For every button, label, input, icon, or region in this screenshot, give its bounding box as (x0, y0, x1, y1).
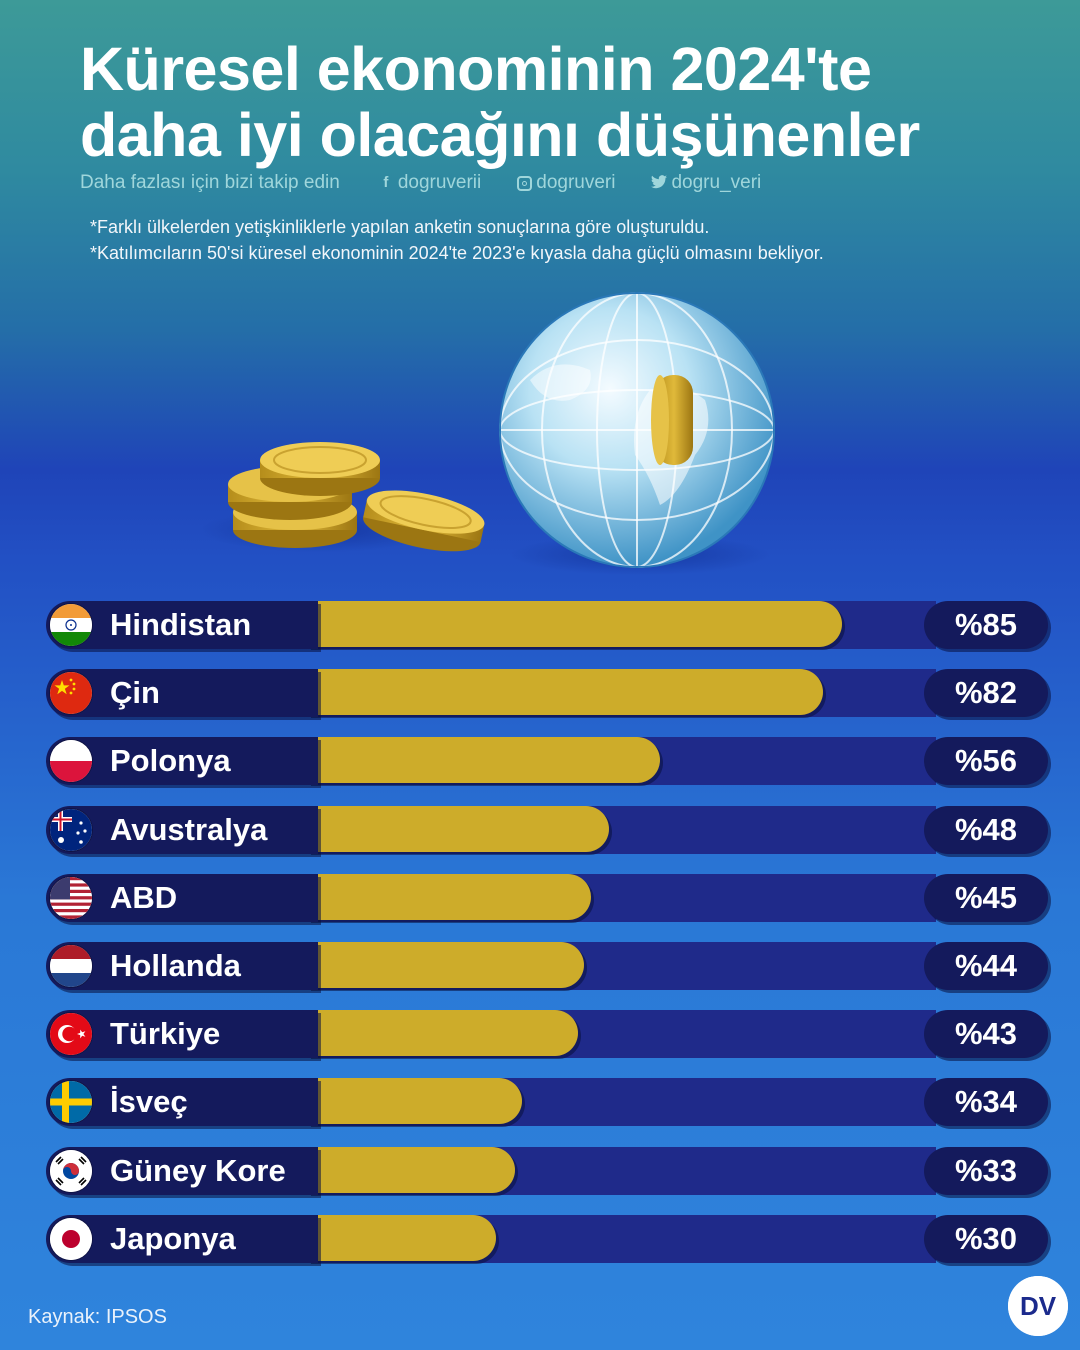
instagram-icon (517, 175, 533, 191)
bar (308, 1010, 579, 1057)
turkey-flag-icon (50, 1013, 92, 1056)
twitter-handle: dogru_veri (671, 172, 762, 193)
title-line-2: daha iyi olacağını düşünenler (80, 101, 920, 169)
bar-row: Hindistan %85 (46, 601, 1050, 649)
bar (308, 873, 591, 920)
bar (308, 1214, 497, 1261)
logo: DV (1008, 1276, 1068, 1336)
bar (308, 1078, 522, 1125)
bar-row: Hollanda %44 (46, 942, 1050, 990)
source-text: Kaynak: IPSOS (28, 1306, 167, 1328)
value-label: %45 (924, 873, 1048, 922)
bar-row: Güney Kore %33 (46, 1146, 1050, 1195)
category-label: Hollanda (46, 942, 318, 990)
value-label: %43 (924, 1010, 1048, 1059)
bar (308, 601, 842, 647)
globe-coins-illustration (200, 290, 800, 590)
facebook-handle: dogruverii (397, 172, 482, 193)
category-label: Japonya (46, 1214, 318, 1263)
bar-row: Çin %82 (46, 669, 1050, 718)
bar-row: İsveç %34 (46, 1078, 1050, 1127)
value-label: %56 (924, 737, 1048, 786)
value-label: %48 (924, 805, 1048, 854)
note-2: *Katılımcıların 50'si küresel ekonominin… (90, 243, 824, 263)
category-name: Güney Kore (110, 1152, 286, 1188)
social-bar: Daha fazlası için bizi takip edin f dogr… (80, 172, 797, 194)
facebook-link[interactable]: f dogruverii (378, 172, 481, 194)
china-flag-icon (50, 672, 92, 715)
category-label: Çin (46, 669, 318, 718)
category-name: İsveç (110, 1084, 188, 1120)
follow-text: Daha fazlası için bizi takip edin (80, 172, 340, 193)
category-name: Türkiye (110, 1016, 221, 1052)
bar (308, 942, 585, 988)
note-1: *Farklı ülkelerden yetişkinliklerle yapı… (90, 217, 710, 237)
category-label: Avustralya (46, 805, 318, 854)
category-name: Hindistan (110, 607, 252, 642)
page-title: Küresel ekonominin 2024'te daha iyi olac… (80, 36, 1040, 168)
instagram-link[interactable]: dogruveri (517, 172, 615, 194)
netherlands-flag-icon (50, 945, 92, 987)
south-korea-flag-icon (50, 1149, 92, 1192)
value-label: %85 (924, 601, 1048, 649)
value-label: %34 (924, 1078, 1048, 1127)
australia-flag-icon (50, 808, 92, 851)
category-name: Hollanda (110, 948, 241, 983)
category-label: Polonya (46, 737, 318, 786)
category-name: Avustralya (110, 811, 268, 847)
notes: *Farklı ülkelerden yetişkinliklerle yapı… (90, 214, 824, 266)
bar (308, 805, 610, 852)
twitter-icon (651, 175, 668, 191)
value-label: %44 (924, 942, 1048, 990)
category-label: İsveç (46, 1078, 318, 1127)
bar-row: Türkiye %43 (46, 1010, 1050, 1059)
logo-text: DV (1020, 1291, 1057, 1321)
bar-row: Polonya %56 (46, 737, 1050, 786)
value-label: %82 (924, 669, 1048, 718)
bar (308, 669, 823, 716)
category-name: ABD (110, 879, 178, 915)
bar-row: ABD %45 (46, 873, 1050, 922)
sweden-flag-icon (50, 1081, 92, 1124)
title-line-1: Küresel ekonominin 2024'te (80, 35, 872, 103)
bar (308, 1146, 516, 1193)
category-name: Polonya (110, 743, 231, 779)
category-label: Güney Kore (46, 1146, 318, 1195)
bar-row: Japonya %30 (46, 1214, 1050, 1263)
facebook-icon: f (383, 174, 389, 191)
category-name: Japonya (110, 1220, 236, 1256)
twitter-link[interactable]: dogru_veri (651, 172, 761, 194)
coin-stack-icon (228, 442, 485, 552)
bar (308, 737, 660, 784)
usa-flag-icon (50, 876, 92, 919)
category-label: ABD (46, 873, 318, 922)
value-label: %30 (924, 1214, 1048, 1263)
category-label: Türkiye (46, 1010, 318, 1059)
bar-row: Avustralya %48 (46, 805, 1050, 854)
poland-flag-icon (50, 740, 92, 783)
india-flag-icon (50, 604, 92, 646)
japan-flag-icon (50, 1217, 92, 1260)
category-name: Çin (110, 675, 160, 711)
falling-coin-icon (651, 375, 693, 465)
instagram-handle: dogruveri (536, 172, 616, 193)
category-label: Hindistan (46, 601, 318, 649)
value-label: %33 (924, 1146, 1048, 1195)
